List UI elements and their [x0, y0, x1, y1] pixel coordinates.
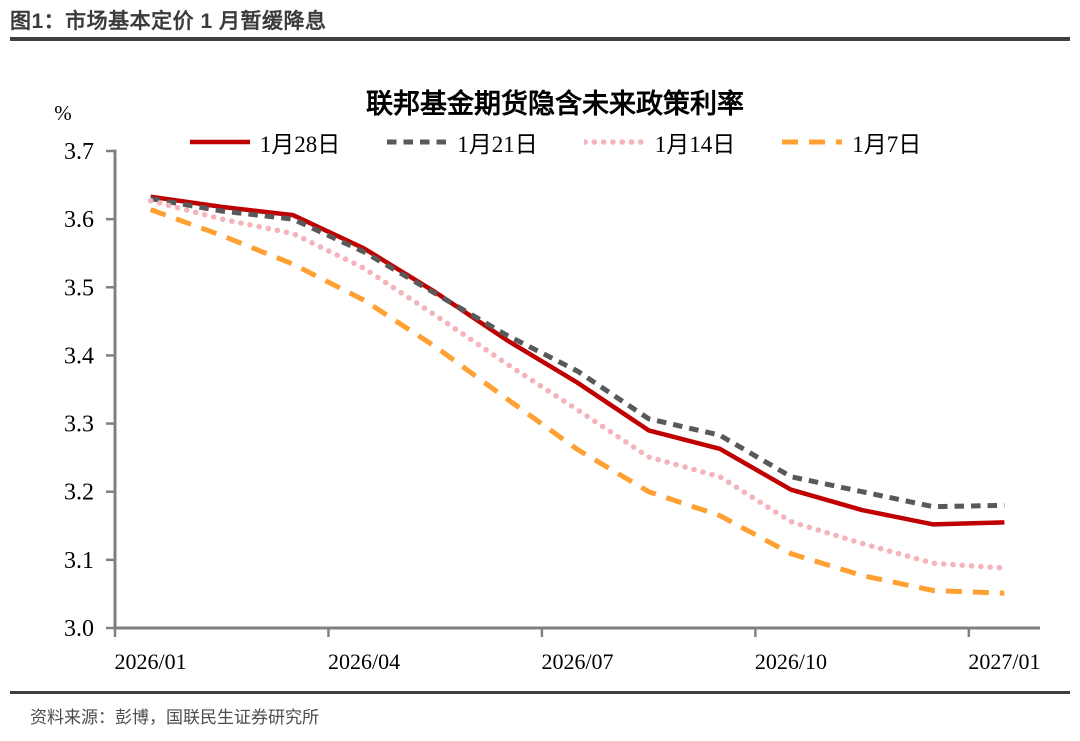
series-line-0	[150, 194, 1005, 527]
x-axis-label: 2026/04	[328, 649, 400, 674]
x-axis-label: 2026/01	[115, 649, 187, 674]
x-axis-label: 2027/01	[968, 649, 1040, 674]
title-underline	[10, 37, 1070, 41]
y-axis-label: 3.7	[64, 139, 94, 165]
legend-label: 1月21日	[457, 132, 538, 157]
legend-swatch	[782, 139, 843, 145]
figure-title: 图1：市场基本定价 1 月暂缓降息	[10, 10, 327, 33]
footer-rule	[10, 691, 1070, 694]
series-line-3	[149, 207, 1005, 596]
legend-label: 1月7日	[852, 132, 922, 157]
legend-label: 1月14日	[654, 132, 736, 157]
source-note: 资料来源：彭博，国联民生证券研究所	[30, 708, 319, 727]
y-axis-label: 3.6	[64, 207, 94, 233]
x-axis-label: 2026/10	[755, 649, 827, 674]
chart-title: 联邦基金期货隐含未来政策利率	[366, 89, 744, 119]
axis-lines	[113, 149, 1040, 630]
y-axis-label: 3.1	[64, 548, 94, 574]
series-line-1	[150, 196, 1005, 510]
y-axis-label: 3.3	[64, 412, 94, 438]
legend-swatch	[387, 139, 448, 145]
legend-swatch	[583, 139, 646, 145]
legend-item-3: 1月7日	[781, 125, 921, 159]
y-axis-label: 3.5	[64, 275, 94, 301]
legend-item-2: 1月14日	[583, 125, 736, 159]
y-axis-label: 3.4	[64, 343, 94, 369]
y-axis-label: 3.0	[64, 616, 94, 642]
legend-swatch	[189, 139, 250, 145]
y-axis-label: 3.2	[64, 480, 94, 506]
x-axis-label: 2026/07	[541, 649, 613, 674]
legend-label: 1月28日	[259, 132, 341, 157]
y-axis-unit: %	[54, 101, 72, 125]
chart-legend: 1月28日 1月21日 1月14日 1月7日	[90, 125, 1020, 159]
series-line-2	[147, 197, 1008, 571]
legend-item-0: 1月28日	[189, 125, 341, 159]
legend-item-1: 1月21日	[386, 125, 538, 159]
